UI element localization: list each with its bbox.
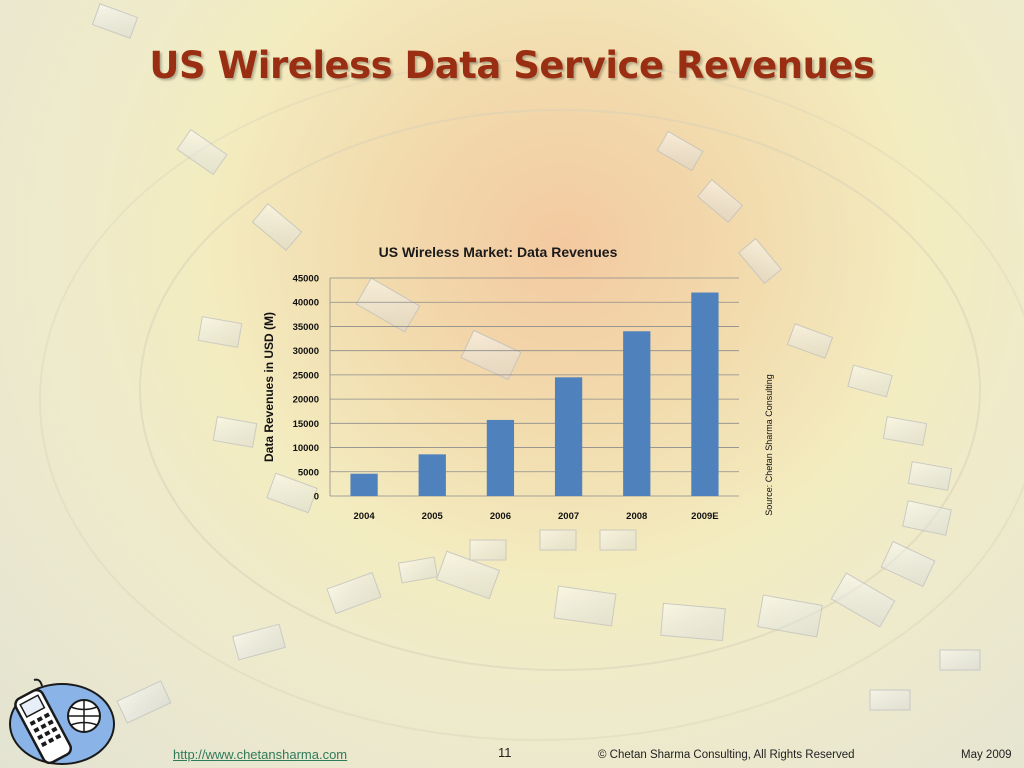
- y-tick-label: 20000: [293, 395, 319, 406]
- footer-date: May 2009: [961, 749, 1012, 761]
- y-tick-label: 0: [314, 492, 319, 503]
- x-tick-label: 2007: [558, 511, 579, 522]
- x-axis-ticks: 2004 2005 2006 2007 2008 2009E: [354, 511, 719, 522]
- phone-logo-icon: [9, 678, 115, 765]
- y-axis-ticks: 0 5000 10000 15000 20000 25000 30000 35000 40000…: [293, 274, 319, 503]
- y-tick-label: 15000: [293, 419, 319, 430]
- bars: [350, 292, 719, 496]
- x-tick-label: 2008: [626, 511, 647, 522]
- footer-website-link[interactable]: http://www.chetansharma.com: [173, 747, 348, 762]
- source-note: Source: Chetan Sharma Consulting: [764, 374, 774, 516]
- y-tick-label: 35000: [293, 322, 319, 333]
- x-tick-label: 2005: [422, 511, 444, 522]
- x-tick-label: 2004: [354, 511, 376, 522]
- chart-title: US Wireless Market: Data Revenues: [379, 244, 618, 260]
- x-tick-label: 2006: [490, 511, 511, 522]
- bar-2009E: [691, 292, 719, 496]
- chart-svg: US Wireless Market: Data Revenues 0 5000 1…: [262, 244, 774, 522]
- y-tick-label: 45000: [293, 274, 319, 285]
- y-axis-label: Data Revenues in USD (M): [262, 312, 276, 462]
- slide-title: US Wireless Data Service Revenues: [149, 44, 875, 87]
- y-tick-label: 30000: [293, 346, 319, 357]
- y-tick-label: 10000: [293, 443, 319, 454]
- bar-2007: [554, 377, 583, 496]
- y-tick-label: 40000: [293, 298, 319, 309]
- bar-2008: [623, 331, 651, 496]
- x-tick-label: 2009E: [691, 511, 718, 522]
- bar-2005: [418, 454, 446, 496]
- bar-chart: US Wireless Market: Data Revenues 0 5000 1…: [250, 232, 790, 532]
- bar-2006: [486, 419, 515, 496]
- y-tick-label: 25000: [293, 370, 319, 381]
- bar-2004: [350, 473, 378, 496]
- y-tick-label: 5000: [298, 467, 319, 478]
- footer-copyright: © Chetan Sharma Consulting, All Rights R…: [598, 749, 855, 761]
- page-number: 11: [498, 745, 512, 760]
- gridlines: [329, 277, 739, 497]
